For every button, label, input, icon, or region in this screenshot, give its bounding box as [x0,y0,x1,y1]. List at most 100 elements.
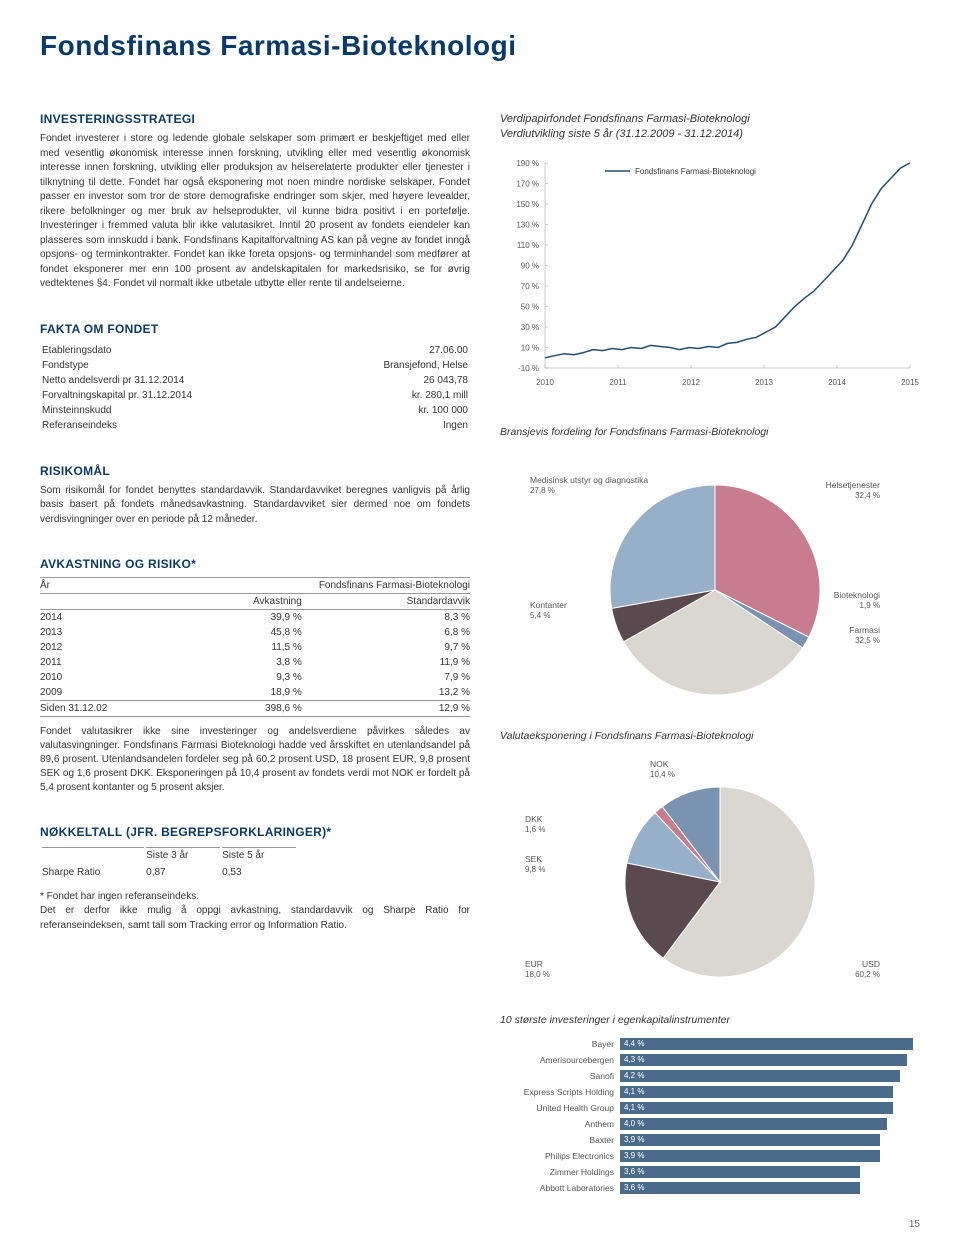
returns-note: Fondet valutasikrer ikke sine investerin… [40,725,470,795]
holding-pct: 4,4 % [624,1038,644,1050]
ret-year: Siden 31.12.02 [40,701,172,717]
pie-label: SEK9,8 % [525,854,545,875]
svg-text:30 %: 30 % [521,323,539,332]
holding-label: Philips Electronics [500,1151,620,1161]
facts-value: kr. 280,1 mill [315,389,468,402]
holding-pct: 4,1 % [624,1102,644,1114]
pie-label: Medisinsk utstyr og diagnostika27,8 % [530,475,648,496]
pie-label: EUR18,0 % [525,959,550,980]
svg-text:2012: 2012 [682,378,700,387]
ret-std: 9,7 % [302,640,470,655]
svg-text:2011: 2011 [609,378,627,387]
svg-text:50 %: 50 % [521,302,539,311]
keyfig-heading: NØKKELTALL (JFR. BEGREPSFORKLARINGER)* [40,825,470,839]
keyfig-v5: 0,53 [222,865,296,880]
ret-year: 2012 [40,640,172,655]
pie-label: Farmasi32,5 % [849,625,880,646]
holding-row: Abbott Laboratories 3,6 % [500,1182,920,1194]
facts-value: Ingen [315,419,468,432]
holding-label: United Health Group [500,1103,620,1113]
pie-label: NOK10,4 % [650,759,675,780]
svg-text:70 %: 70 % [521,282,539,291]
facts-value: Bransjefond, Helse [315,359,468,372]
holding-row: Amerisourcebergen 4,3 % [500,1054,920,1066]
ret-year: 2009 [40,685,172,701]
holding-pct: 3,6 % [624,1182,644,1194]
holding-label: Abbott Laboratories [500,1183,620,1193]
holding-label: Sanofi [500,1071,620,1081]
ret-year: 2010 [40,670,172,685]
strategy-text: Fondet investerer i store og ledende glo… [40,132,470,292]
svg-text:130 %: 130 % [516,220,539,229]
facts-value: kr. 100 000 [315,404,468,417]
holding-row: Express Scripts Holding 4,1 % [500,1086,920,1098]
returns-heading: AVKASTNING OG RISIKO* [40,557,470,571]
keyfig-footnote2: Det er derfor ikke mulig å oppgi avkastn… [40,904,470,933]
col-return: Avkastning [172,594,301,610]
facts-value: 26 043,78 [315,374,468,387]
pie-label: USD60,2 % [855,959,880,980]
pie-label: Kontanter5,4 % [530,600,567,621]
ret-val: 45,8 % [172,625,301,640]
ret-std: 7,9 % [302,670,470,685]
holding-pct: 3,9 % [624,1150,644,1162]
line-chart: -10 %10 %30 %50 %70 %90 %110 %130 %150 %… [500,153,920,393]
ret-std: 6,8 % [302,625,470,640]
facts-heading: FAKTA OM FONDET [40,322,470,336]
svg-text:2014: 2014 [828,378,846,387]
keyfig-col5: Siste 5 år [222,847,296,863]
facts-label: Minsteinnskudd [42,404,313,417]
strategy-heading: INVESTERINGSSTRATEGI [40,112,470,126]
sector-pie: Helsetjenester32,4 % Bioteknologi1,9 % Far… [500,450,920,730]
svg-text:190 %: 190 % [516,159,539,168]
svg-text:2010: 2010 [536,378,554,387]
holding-row: Sanofi 4,2 % [500,1070,920,1082]
svg-text:2015: 2015 [901,378,919,387]
keyfig-row-label: Sharpe Ratio [42,865,144,880]
ret-year: 2014 [40,610,172,626]
pie-label: Helsetjenester32,4 % [826,480,880,501]
risk-text: Som risikomål for fondet benyttes standa… [40,484,470,528]
ret-std: 8,3 % [302,610,470,626]
holding-pct: 4,0 % [624,1118,644,1130]
pie-label: Bioteknologi1,9 % [834,590,880,611]
svg-text:90 %: 90 % [521,261,539,270]
facts-label: Etableringsdato [42,344,313,357]
holding-label: Baxter [500,1135,620,1145]
ret-year: 2013 [40,625,172,640]
ret-std: 13,2 % [302,685,470,701]
holding-pct: 4,3 % [624,1054,644,1066]
ret-val: 18,9 % [172,685,301,701]
svg-text:2013: 2013 [755,378,773,387]
holding-row: United Health Group 4,1 % [500,1102,920,1114]
ret-val: 3,8 % [172,655,301,670]
col-year: År [40,578,172,594]
keyfig-table: Siste 3 årSiste 5 år Sharpe Ratio0,870,5… [40,845,298,882]
keyfig-v3: 0,87 [146,865,220,880]
pie-label: DKK1,6 % [525,814,545,835]
page-number: 15 [909,1219,920,1230]
svg-text:110 %: 110 % [517,241,539,250]
ret-std: 12,9 % [302,701,470,717]
risk-heading: RISIKOMÅL [40,464,470,478]
svg-text:-10 %: -10 % [518,364,539,373]
facts-label: Referanseindeks [42,419,313,432]
holding-row: Bayer 4,4 % [500,1038,920,1050]
holding-label: Amerisourcebergen [500,1055,620,1065]
currency-pie: USD60,2 % EUR18,0 % SEK9,8 % DKK1,6 % NOK10,… [500,754,920,1014]
holding-pct: 4,1 % [624,1086,644,1098]
returns-table: ÅrFondsfinans Farmasi-BioteknologiAvkast… [40,577,470,717]
holding-row: Baxter 3,9 % [500,1134,920,1146]
holdings-bars: Bayer 4,4 % Amerisourcebergen 4,3 % Sanofi… [500,1038,920,1194]
page-title: Fondsfinans Farmasi-Bioteknologi [40,30,920,62]
sector-title: Bransjevis fordeling for Fondsfinans Far… [500,426,920,438]
holding-pct: 3,9 % [624,1134,644,1146]
keyfig-footnote1: * Fondet har ingen referanseindeks. [40,890,470,904]
svg-text:150 %: 150 % [516,200,539,209]
facts-label: Forvaltningskapital pr. 31.12.2014 [42,389,313,402]
holding-row: Anthem 4,0 % [500,1118,920,1130]
linechart-title: Verdipapirfondet Fondsfinans Farmasi-Bio… [500,112,920,143]
holding-pct: 3,6 % [624,1166,644,1178]
ret-val: 398,6 % [172,701,301,717]
ret-val: 39,9 % [172,610,301,626]
